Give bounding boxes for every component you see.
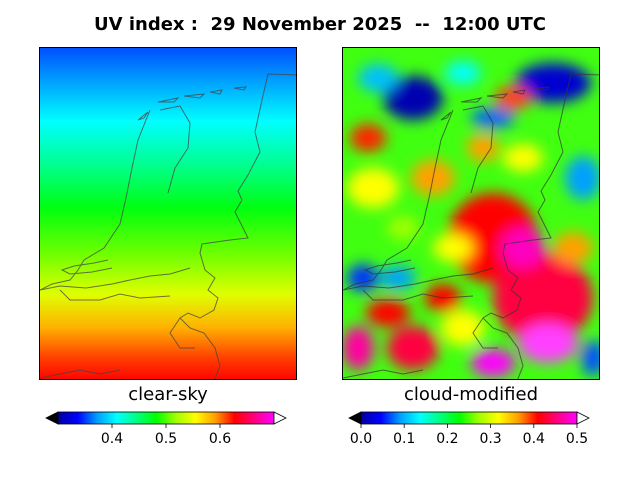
wadden-islands-right xyxy=(440,86,550,121)
cloud-modified-colorbar-svg: 0.0 0.1 0.2 0.3 0.4 0.5 xyxy=(348,411,590,447)
cloud-modified-gradient xyxy=(360,411,578,425)
clear-sky-tick-label: 0.6 xyxy=(209,431,231,447)
clear-sky-colorbar-svg: 0.4 0.5 0.6 xyxy=(45,411,287,447)
cloud-modified-tick-label: 0.5 xyxy=(566,431,588,447)
cloud-modified-patches xyxy=(343,61,599,377)
clear-sky-tick-label: 0.5 xyxy=(155,431,177,447)
clear-sky-extend-min-triangle xyxy=(45,411,59,425)
clear-sky-map xyxy=(39,47,297,380)
cloud-modified-tick-label: 0.4 xyxy=(523,431,545,447)
clear-sky-gradient xyxy=(57,411,275,425)
clear-sky-map-image xyxy=(40,48,296,379)
clear-sky-label: clear-sky xyxy=(128,384,208,405)
cloud-modified-tick-label: 0.1 xyxy=(393,431,415,447)
chart-title: UV index : 29 November 2025 -- 12:00 UTC xyxy=(94,14,546,35)
netherlands-border-right xyxy=(343,73,599,379)
clear-sky-colorbar: 0.4 0.5 0.6 xyxy=(45,411,287,447)
clear-sky-field xyxy=(40,48,296,379)
cloud-modified-extend-min-triangle xyxy=(348,411,362,425)
cloud-modified-colorbar: 0.0 0.1 0.2 0.3 0.4 0.5 xyxy=(348,411,590,447)
clear-sky-tick-label: 0.4 xyxy=(101,431,123,447)
cloud-modified-map-image xyxy=(343,48,599,379)
cloud-modified-tick-label: 0.0 xyxy=(350,431,372,447)
wadden-islands xyxy=(137,86,247,121)
clear-sky-extend-max-triangle xyxy=(273,411,287,425)
netherlands-border xyxy=(40,73,296,379)
cloud-modified-extend-max-triangle xyxy=(576,411,590,425)
cloud-modified-map xyxy=(342,47,600,380)
cloud-modified-tick-label: 0.2 xyxy=(436,431,458,447)
cloud-modified-tick-label: 0.3 xyxy=(479,431,501,447)
cloud-modified-label: cloud-modified xyxy=(403,384,539,405)
